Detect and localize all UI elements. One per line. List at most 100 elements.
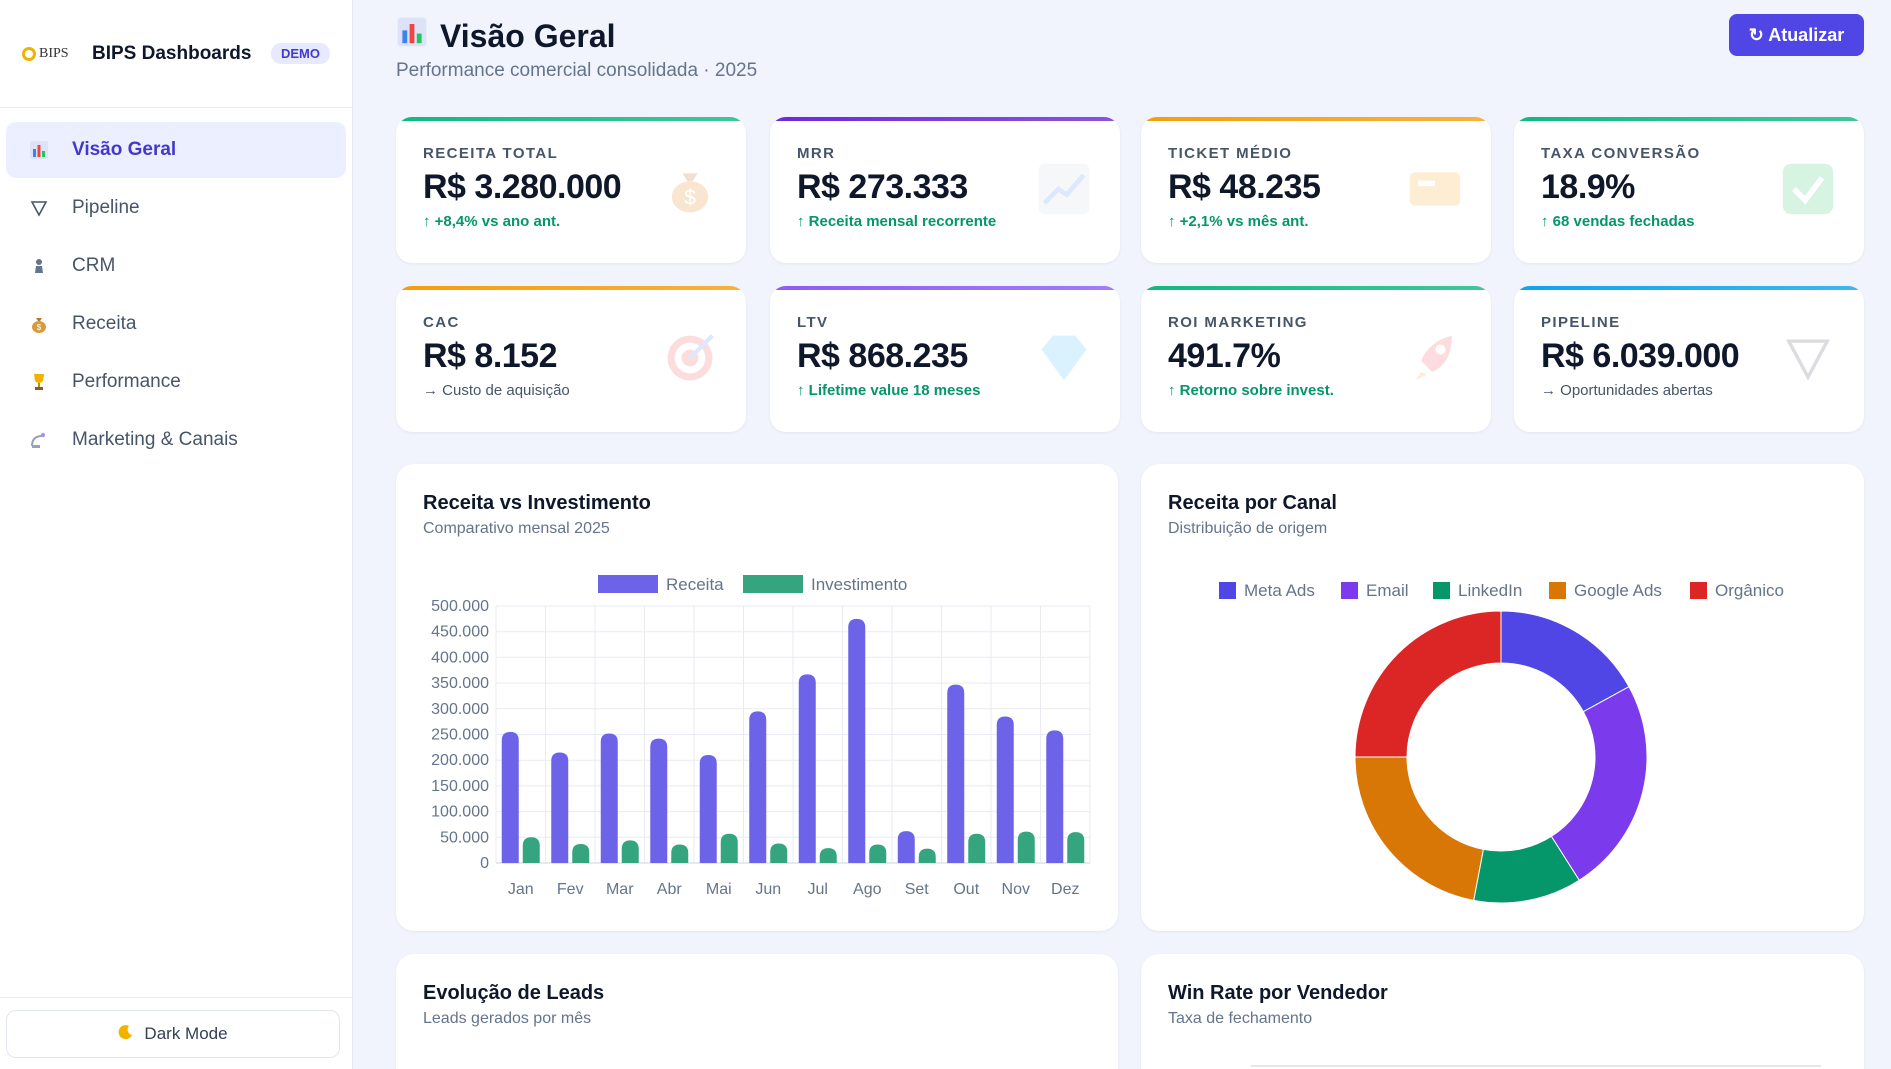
funnel-icon [28, 197, 50, 219]
sidebar-item-pipeline[interactable]: Pipeline [6, 180, 346, 236]
diamond-icon [1036, 330, 1092, 386]
legend-label[interactable]: Receita [666, 575, 724, 594]
panel-title: Evolução de Leads [423, 982, 605, 1004]
chart-up-icon [1036, 161, 1092, 217]
satellite-icon [28, 429, 50, 451]
sidebar-item-receita[interactable]: $ Receita [6, 296, 346, 352]
kpi-delta: ↑ Receita mensal recorrente [797, 213, 997, 230]
kpi-label: TICKET MÉDIO [1168, 145, 1293, 162]
kpi-accent-bar [396, 117, 746, 121]
slice-google-ads[interactable] [1354, 756, 1484, 901]
legend-label[interactable]: LinkedIn [1458, 581, 1522, 600]
x-tick-label: Jul [808, 881, 828, 898]
kpi-card: CAC R$ 8.152 → Custo de aquisição [396, 286, 746, 432]
legend-label[interactable]: Email [1366, 581, 1409, 600]
slice-meta-ads[interactable] [1500, 610, 1630, 713]
y-tick-label: 200.000 [431, 752, 489, 769]
money-bag-icon: $ [662, 161, 718, 217]
refresh-button[interactable]: ↻ Atualizar [1729, 14, 1864, 56]
dark-mode-button[interactable]: Dark Mode [6, 1010, 340, 1058]
svg-text:$: $ [684, 187, 696, 210]
bar-chart-icon [28, 139, 50, 161]
kpi-delta: → Custo de aquisição [423, 382, 570, 399]
kpi-card: ROI MARKETING 491.7% ↑ Retorno sobre inves… [1141, 286, 1491, 432]
channel-revenue-panel: Receita por Canal Distribuição de origem… [1141, 464, 1864, 931]
slice-email[interactable] [1550, 685, 1648, 881]
bar-investimento-out[interactable] [968, 833, 986, 863]
channel-donut-chart: Meta Ads Email LinkedIn Google Ads Orgânico [1219, 581, 1784, 904]
panel-title: Receita vs Investimento [423, 492, 651, 514]
x-tick-label: Jan [508, 881, 534, 898]
legend-swatch[interactable] [1549, 582, 1566, 599]
bar-receita-mar[interactable] [600, 733, 618, 863]
dark-mode-label: Dark Mode [144, 1024, 228, 1043]
legend-swatch[interactable] [598, 575, 658, 593]
legend-swatch[interactable] [1219, 582, 1236, 599]
page-subtitle: Performance comercial consolidada · 2025 [396, 60, 758, 81]
y-tick-label: 250.000 [431, 727, 489, 744]
bar-investimento-set[interactable] [918, 848, 936, 863]
win-rate-chart-grid [1251, 1065, 1821, 1067]
x-tick-label: Ago [853, 881, 882, 898]
bar-investimento-fev[interactable] [572, 843, 590, 863]
kpi-card: LTV R$ 868.235 ↑ Lifetime value 18 meses [770, 286, 1120, 432]
x-tick-label: Out [953, 881, 979, 898]
kpi-value: 18.9% [1541, 168, 1635, 206]
y-tick-label: 300.000 [431, 701, 489, 718]
money-bag-icon: $ [28, 313, 50, 335]
sidebar-item-performance[interactable]: Performance [6, 354, 346, 410]
legend-label[interactable]: Google Ads [1574, 581, 1662, 600]
bar-receita-jan[interactable] [501, 731, 519, 863]
bar-receita-abr[interactable] [650, 738, 668, 863]
brand-title: BIPS Dashboards [92, 42, 252, 64]
kpi-card: PIPELINE R$ 6.039.000 → Oportunidades aber… [1514, 286, 1864, 432]
legend-label[interactable]: Orgânico [1715, 581, 1784, 600]
check-icon [1780, 161, 1836, 217]
bar-receita-fev[interactable] [551, 752, 569, 863]
logo-text: BIPS [39, 45, 69, 61]
kpi-accent-bar [396, 286, 746, 290]
bar-investimento-jun[interactable] [770, 843, 788, 863]
bar-receita-nov[interactable] [996, 716, 1014, 863]
y-tick-label: 450.000 [431, 624, 489, 641]
bar-investimento-abr[interactable] [671, 844, 689, 863]
bar-investimento-nov[interactable] [1017, 831, 1035, 863]
bar-investimento-jan[interactable] [522, 837, 540, 863]
slice-orgânico[interactable] [1354, 610, 1502, 758]
kpi-delta: ↑ 68 vendas fechadas [1541, 213, 1695, 230]
sidebar-item-visao-geral[interactable]: Visão Geral [6, 122, 346, 178]
bar-receita-ago[interactable] [848, 618, 866, 863]
legend-swatch[interactable] [1341, 582, 1358, 599]
kpi-delta: ↑ +2,1% vs mês ant. [1168, 213, 1309, 230]
bar-receita-dez[interactable] [1046, 730, 1064, 863]
y-tick-label: 0 [480, 855, 489, 872]
legend-swatch[interactable] [743, 575, 803, 593]
bar-receita-set[interactable] [897, 831, 915, 863]
kpi-value: R$ 6.039.000 [1541, 337, 1740, 375]
bar-investimento-mai[interactable] [720, 833, 738, 863]
sidebar-item-marketing-canais[interactable]: Marketing & Canais [6, 412, 346, 468]
bar-investimento-ago[interactable] [869, 844, 887, 863]
kpi-label: CAC [423, 314, 460, 331]
bar-receita-jun[interactable] [749, 711, 767, 863]
legend-label[interactable]: Investimento [811, 575, 907, 594]
bar-receita-mai[interactable] [699, 755, 717, 863]
bar-receita-jul[interactable] [798, 674, 816, 863]
panel-title: Receita por Canal [1168, 492, 1337, 514]
sidebar-item-crm[interactable]: CRM [6, 238, 346, 294]
legend-swatch[interactable] [1690, 582, 1707, 599]
bar-investimento-jul[interactable] [819, 848, 837, 863]
revenue-bar-chart: 0 50.000 100.000 150.000 200.000 250.000 300.0… [431, 575, 1091, 898]
x-tick-label: Abr [657, 881, 683, 898]
kpi-value: R$ 48.235 [1168, 168, 1321, 206]
panel-subtitle: Comparativo mensal 2025 [423, 520, 610, 537]
bar-investimento-dez[interactable] [1067, 832, 1085, 863]
kpi-card: TAXA CONVERSÃO 18.9% ↑ 68 vendas fechadas [1514, 117, 1864, 263]
bar-receita-out[interactable] [947, 684, 965, 863]
kpi-label: MRR [797, 145, 836, 162]
person-icon [28, 255, 50, 277]
kpi-value: R$ 3.280.000 [423, 168, 622, 206]
legend-swatch[interactable] [1433, 582, 1450, 599]
legend-label[interactable]: Meta Ads [1244, 581, 1315, 600]
bar-investimento-mar[interactable] [621, 840, 639, 863]
